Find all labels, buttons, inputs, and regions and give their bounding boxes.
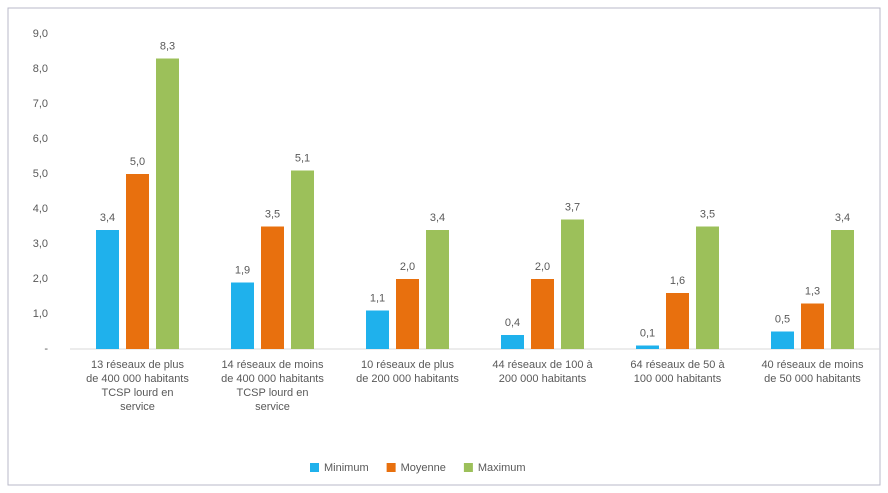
bar [501,335,524,349]
bar [771,331,794,349]
data-label: 2,0 [535,261,550,273]
legend-label: Moyenne [401,462,446,474]
bar [696,226,719,349]
data-label: 3,4 [100,212,115,224]
y-tick-label: 2,0 [33,273,48,285]
bar [291,170,314,349]
data-label: 3,4 [835,212,850,224]
data-label: 5,1 [295,152,310,164]
bar [666,293,689,349]
x-tick-label-box: 64 réseaux de 50 à 100 000 habitants [630,359,725,385]
y-tick-label: 4,0 [33,203,48,215]
bar [831,230,854,349]
data-label: 3,5 [700,208,715,220]
y-tick-label: 3,0 [33,238,48,250]
y-tick-label: 5,0 [33,168,48,180]
data-label: 1,9 [235,264,250,276]
bar [261,226,284,349]
legend-swatch [310,463,319,472]
bar [96,230,119,349]
data-label: 0,4 [505,317,520,329]
bar [156,58,179,349]
data-label: 0,1 [640,327,655,339]
bar [636,345,659,349]
x-tick-label: 44 réseaux de 100 à 200 000 habitants [492,359,593,385]
bar [366,310,389,349]
data-label: 5,0 [130,156,145,168]
x-tick-label: 14 réseaux de moins de 400 000 habitants… [221,359,324,413]
x-tick-label: 10 réseaux de plus de 200 000 habitants [356,359,459,385]
y-tick-label: 6,0 [33,133,48,145]
data-label: 3,7 [565,201,580,213]
x-tick-label-box: 14 réseaux de moins de 400 000 habitants… [221,359,324,413]
y-tick-label: 9,0 [33,28,48,40]
data-label: 1,6 [670,275,685,287]
bar [126,174,149,349]
x-tick-label-box: 13 réseaux de plus de 400 000 habitants … [86,359,189,413]
legend-label: Maximum [478,462,526,474]
bar [426,230,449,349]
x-tick-label-box: 10 réseaux de plus de 200 000 habitants [356,359,459,385]
x-tick-label: 64 réseaux de 50 à 100 000 habitants [630,359,725,385]
y-tick-label: 7,0 [33,98,48,110]
x-tick-label: 13 réseaux de plus de 400 000 habitants … [86,359,189,413]
data-label: 2,0 [400,261,415,273]
y-tick-label: 8,0 [33,63,48,75]
data-label: 3,4 [430,212,445,224]
legend-swatch [386,463,396,472]
x-tick-label: 40 réseaux de moins de 50 000 habitants [761,359,864,385]
bar [231,282,254,349]
data-label: 8,3 [160,40,175,52]
data-label: 1,1 [370,292,385,304]
data-label: 1,3 [805,285,820,297]
legend-label: Minimum [324,462,369,474]
legend-swatch [463,463,473,472]
x-tick-label-box: 40 réseaux de moins de 50 000 habitants [761,359,864,385]
y-tick-label: 1,0 [33,308,48,320]
bar [531,279,554,349]
data-label: 3,5 [265,208,280,220]
x-tick-label-box: 44 réseaux de 100 à 200 000 habitants [492,359,593,385]
bar [561,219,584,349]
bar [801,303,824,349]
y-tick-label: - [44,343,48,355]
data-label: 0,5 [775,313,790,325]
bar [396,279,419,349]
